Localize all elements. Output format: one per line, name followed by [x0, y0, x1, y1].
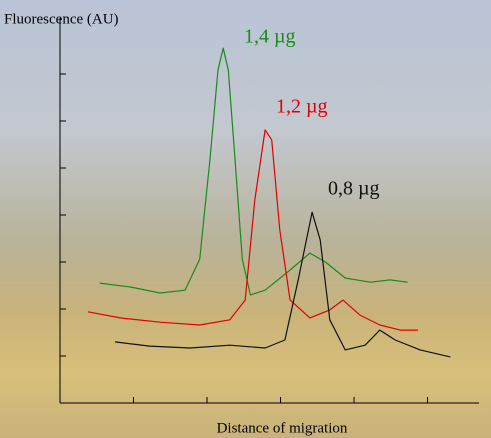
x-axis-label: Distance of migration	[217, 420, 348, 436]
series-line	[99, 47, 408, 296]
series-label: 1,2 µg	[276, 96, 328, 118]
series-line	[115, 211, 451, 358]
series-label: 0,8 µg	[328, 178, 380, 200]
y-axis-label: Fluorescence (AU)	[4, 11, 119, 27]
series-label: 1,4 µg	[244, 26, 296, 48]
series-line	[87, 129, 418, 331]
